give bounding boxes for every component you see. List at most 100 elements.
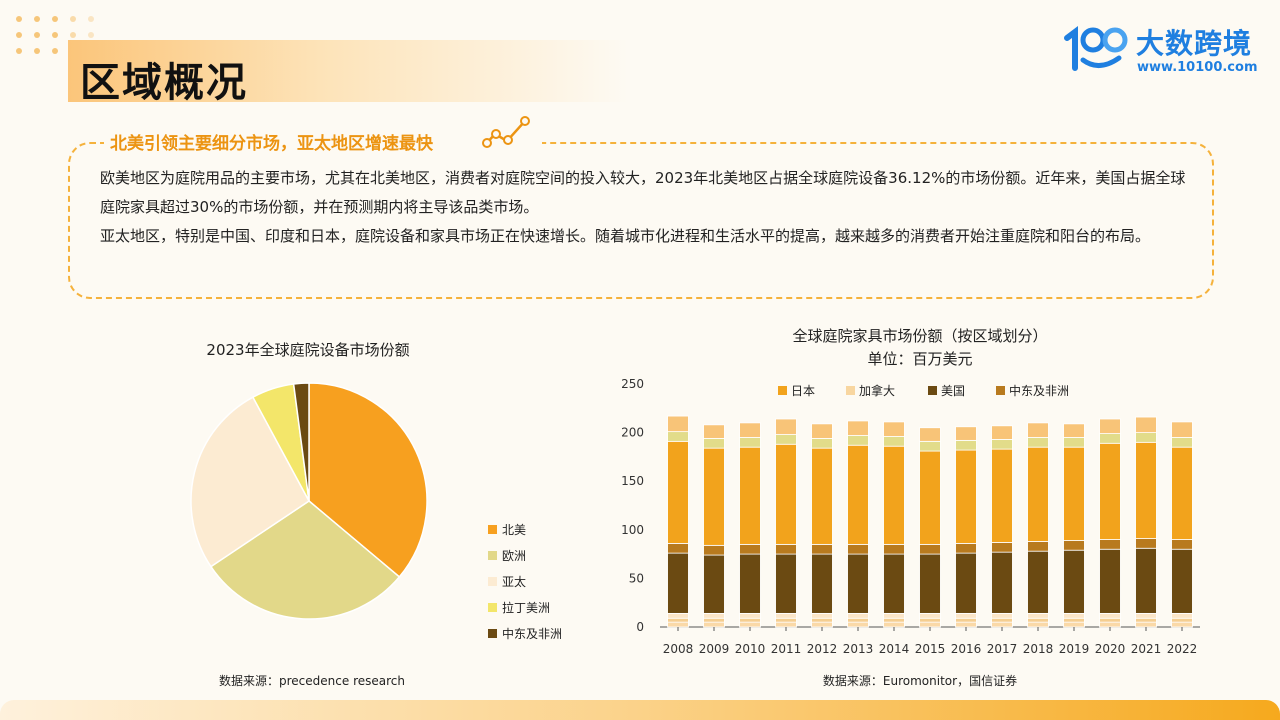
bar-segment: [955, 617, 977, 623]
bar-segment: [1027, 541, 1049, 552]
bar-segment: [1063, 423, 1085, 438]
bar-segment: [667, 617, 689, 623]
bar-segment: [775, 418, 797, 435]
bar-segment: [811, 438, 833, 449]
bar-segment: [703, 447, 725, 546]
bar-segment: [811, 612, 833, 619]
bar-segment: [775, 434, 797, 445]
bar-segment: [1063, 540, 1085, 551]
bar-segment: [919, 553, 941, 614]
pie-legend-item: 亚太: [488, 568, 562, 594]
bar-segment: [883, 445, 905, 545]
bar-chart-title: 全球庭院家具市场份额（按区域划分）: [792, 327, 1048, 345]
bar-segment: [919, 621, 941, 628]
legend-label: 北美: [502, 522, 527, 537]
x-tick-label: 2016: [951, 642, 982, 656]
bar-segment: [1063, 549, 1085, 614]
bar-segment: [703, 621, 725, 628]
summary-frame: [68, 142, 1214, 299]
summary-heading-backdrop: [104, 122, 542, 158]
bar-segment: [667, 440, 689, 544]
bar-segment: [1171, 548, 1193, 614]
bar-segment: [775, 612, 797, 619]
bar-segment: [883, 421, 905, 437]
bar-segment: [811, 553, 833, 614]
bar-segment: [1099, 539, 1121, 550]
bar-segment: [1135, 617, 1157, 623]
bar-segment: [811, 447, 833, 545]
bar-segment: [847, 444, 869, 545]
bar-segment: [919, 612, 941, 619]
bar-legend-swatch: [996, 386, 1005, 395]
pie-slice-1: [308, 382, 428, 578]
x-tick-label: 2020: [1095, 642, 1126, 656]
bar-segment: [1027, 621, 1049, 628]
bar-segment: [991, 551, 1013, 614]
bar-segment: [1027, 617, 1049, 623]
bar-segment: [883, 621, 905, 628]
bar-segment: [1135, 441, 1157, 539]
bar-segment: [1099, 621, 1121, 628]
bar-source: 数据来源：Euromonitor，国信证券: [822, 674, 1018, 688]
bar-segment: [1171, 437, 1193, 448]
pie-legend: 北美 欧洲 亚太 拉丁美洲 中东及非洲: [488, 516, 562, 646]
x-tick-label: 2014: [879, 642, 910, 656]
y-tick-label: 250: [621, 377, 644, 391]
bar-segment: [955, 449, 977, 544]
bar-segment: [1063, 621, 1085, 628]
summary-paragraph-1: 欧美地区为庭院用品的主要市场，尤其在北美地区，消费者对庭院空间的投入较大，202…: [100, 169, 1186, 216]
pie-slice-5: [292, 382, 310, 502]
legend-swatch: [488, 550, 497, 560]
bar-segment: [703, 424, 725, 439]
bar-segment: [739, 617, 761, 623]
bar-segment: [1027, 612, 1049, 619]
bar-segment: [883, 436, 905, 447]
pie-legend-item: 欧洲: [488, 542, 562, 568]
bar-segment: [667, 552, 689, 614]
bar-segment: [991, 448, 1013, 543]
legend-swatch: [488, 576, 497, 586]
bar-segment: [1027, 422, 1049, 438]
bar-segment: [739, 446, 761, 545]
bar-segment: [1135, 416, 1157, 434]
bar-segment: [991, 617, 1013, 623]
bar-segment: [1063, 617, 1085, 623]
bar-segment: [1099, 612, 1121, 619]
bar-segment: [847, 612, 869, 619]
bar-legend-swatch: [846, 386, 855, 395]
bar-segment: [739, 437, 761, 448]
legend-swatch: [488, 602, 497, 612]
bar-segment: [991, 621, 1013, 628]
bar-segment: [919, 617, 941, 623]
bar-segment: [667, 612, 689, 619]
y-tick-label: 0: [636, 620, 644, 634]
bar-segment: [703, 612, 725, 619]
bar-segment: [883, 617, 905, 623]
bar-segment: [1135, 612, 1157, 619]
bar-segment: [811, 621, 833, 628]
bar-segment: [1135, 538, 1157, 549]
bar-segment: [775, 553, 797, 614]
bar-segment: [919, 440, 941, 452]
bar-legend-label: 中东及非洲: [1009, 383, 1069, 398]
bar-segment: [955, 612, 977, 619]
bar-segment: [811, 543, 833, 555]
bar-segment: [1099, 548, 1121, 614]
bar-segment: [955, 439, 977, 451]
summary-body: 欧美地区为庭院用品的主要市场，尤其在北美地区，消费者对庭院空间的投入较大，202…: [100, 164, 1190, 251]
bar-segment: [991, 439, 1013, 450]
bar-segment: [1027, 437, 1049, 448]
logo-url: www.10100.com: [1137, 60, 1258, 75]
bar-segment: [847, 553, 869, 614]
bar-segment: [739, 612, 761, 619]
bar-segment: [847, 543, 869, 555]
summary-paragraph-2: 亚太地区，特别是中国、印度和日本，庭院设备和家具市场正在快速增长。随着城市化进程…: [100, 227, 1151, 245]
bar-segment: [919, 450, 941, 545]
title-band: [68, 40, 628, 102]
pie-chart-title: 2023年全球庭院设备市场份额: [206, 341, 410, 359]
bar-segment: [703, 544, 725, 556]
bar-segment: [883, 553, 905, 614]
summary-heading: 北美引领主要细分市场，亚太地区增速最快: [110, 134, 433, 154]
bar-segment: [1171, 539, 1193, 550]
bar-segment: [1099, 418, 1121, 434]
